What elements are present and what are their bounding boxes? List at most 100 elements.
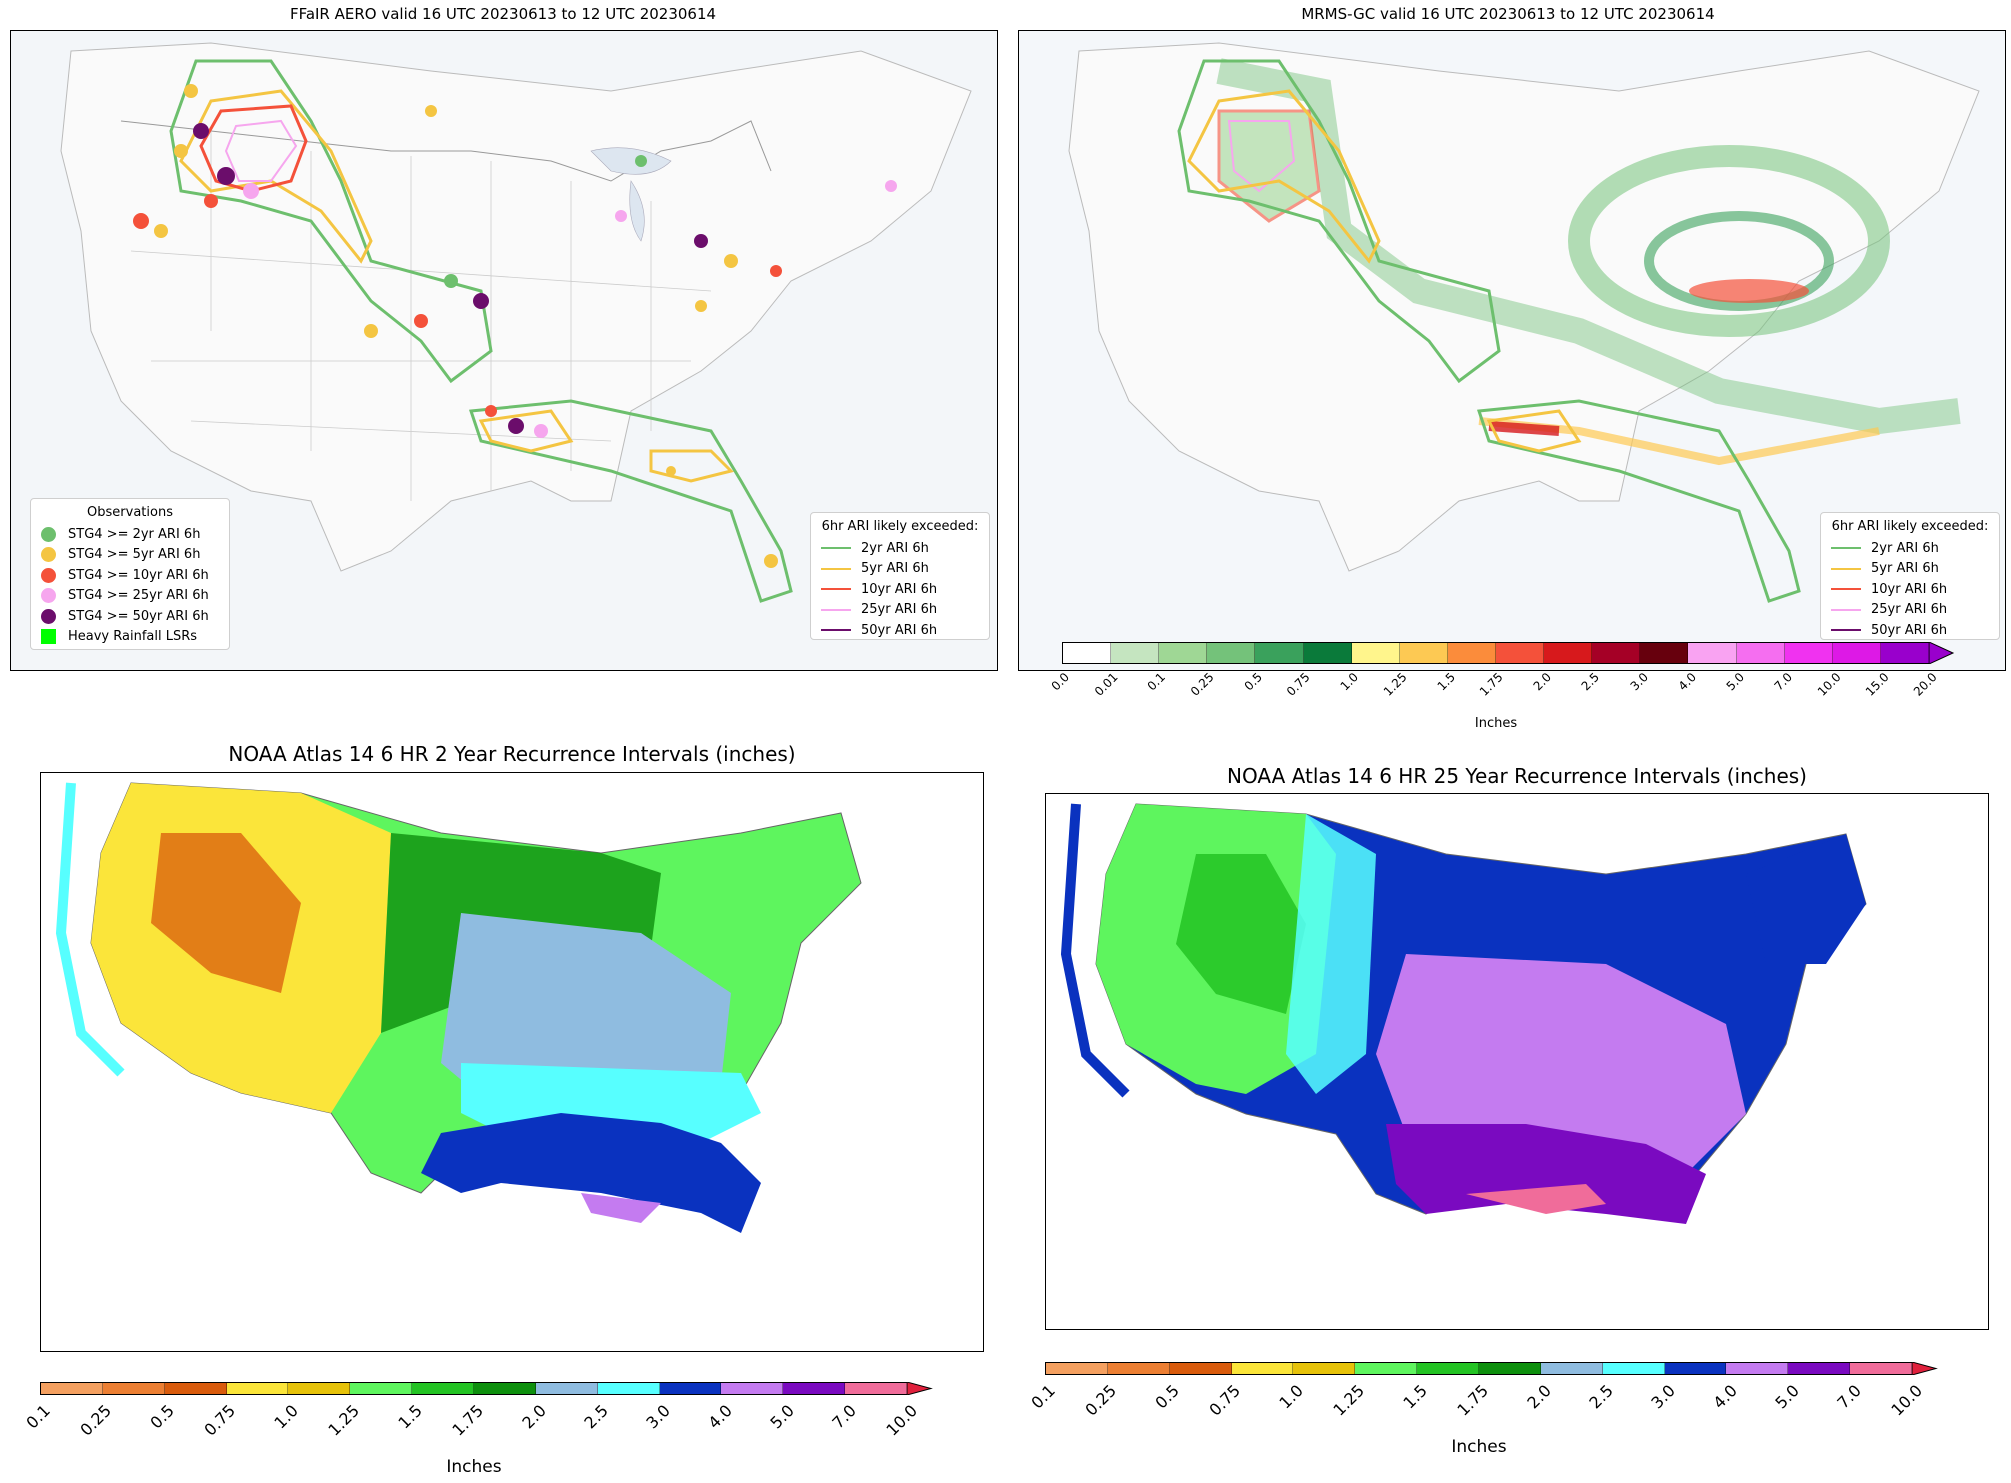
colorbar-swatch <box>1592 643 1641 663</box>
ari-legend-title: 6hr ARI likely exceeded: <box>1831 519 1989 534</box>
noaa2-map-svg <box>55 782 862 1233</box>
obs-legend-title: Observations <box>87 505 173 520</box>
mrms-map-svg <box>1068 42 1980 603</box>
colorbar-swatch <box>1111 643 1160 663</box>
colorbar-tick-label: 4.0 <box>1675 670 1699 694</box>
colorbar-swatch <box>1351 643 1400 663</box>
colorbar-tick-label: 2.5 <box>1585 1381 1617 1413</box>
colorbar-tick-label: 1.0 <box>1275 1381 1307 1413</box>
colorbar-tick-label: 5.0 <box>1771 1381 1803 1413</box>
colorbar-swatch <box>102 1383 165 1394</box>
colorbar-tick-label: 10.0 <box>1887 1381 1927 1420</box>
noaa25-map <box>1045 793 1989 1330</box>
colorbar-tick-label: 0.75 <box>1284 670 1314 699</box>
colorbar-tick-label: 5.0 <box>766 1401 798 1433</box>
colorbar-tick-label: 15.0 <box>1862 670 1892 699</box>
colorbar-tick-label: 10.0 <box>882 1401 922 1440</box>
colorbar-swatch <box>1207 643 1256 663</box>
ari-legend-label: 25yr ARI 6h <box>1871 602 1948 618</box>
colorbar-swatch <box>1540 1363 1603 1374</box>
noaa2-colorbar: 0.1 0.25 0.5 0.75 1.0 1.25 1.5 1.75 2.0 2.5 3.0 4.0… <box>22 1382 933 1477</box>
colorbar-tick-label: 0.75 <box>200 1401 240 1440</box>
colorbar-swatch <box>1880 643 1929 663</box>
colorbar-tick-label: 1.75 <box>448 1401 488 1440</box>
obs-swatch <box>41 567 56 583</box>
colorbar-tick-label: 1.5 <box>1434 670 1458 694</box>
colorbar-tick-label: 1.0 <box>270 1401 302 1433</box>
colorbar-swatches <box>1062 642 1930 664</box>
ffair-obs-legend: Observations STG4 >= 2yr ARI 6h STG4 >= … <box>30 498 230 650</box>
lsr-swatch <box>41 629 56 645</box>
noaa25-map-svg <box>1060 803 1867 1224</box>
obs-legend-label: STG4 >= 50yr ARI 6h <box>68 608 209 624</box>
obs-legend-label: STG4 >= 2yr ARI 6h <box>68 526 201 542</box>
colorbar-tick-label: 1.75 <box>1453 1381 1493 1420</box>
noaa25-title: NOAA Atlas 14 6 HR 25 Year Recurrence In… <box>1227 764 1807 788</box>
colorbar-tick-label: 7.0 <box>1833 1381 1865 1413</box>
colorbar-swatch <box>1479 1363 1541 1374</box>
colorbar-swatch <box>783 1383 846 1394</box>
ari-legend-label: 2yr ARI 6h <box>861 540 929 556</box>
obs-legend-item: STG4 >= 25yr ARI 6h <box>41 586 219 607</box>
colorbar-swatch <box>1169 1363 1232 1374</box>
colorbar-tick-label: 2.0 <box>518 1401 550 1433</box>
colorbar-swatch <box>1399 643 1448 663</box>
mrms-ari-legend: 6hr ARI likely exceeded: 2yr ARI 6h 5yr … <box>1820 512 2000 640</box>
obs-legend-item: STG4 >= 5yr ARI 6h <box>41 545 219 566</box>
colorbar-swatch <box>1640 643 1689 663</box>
colorbar-tick-label: 1.5 <box>1399 1381 1431 1413</box>
colorbar-swatch <box>1495 643 1545 663</box>
obs-swatch <box>41 526 56 542</box>
colorbar-swatch <box>1726 1363 1789 1374</box>
colorbar-tick-label: 1.25 <box>324 1401 364 1440</box>
ari-legend-label: 5yr ARI 6h <box>1871 561 1939 577</box>
ari-legend-item: 50yr ARI 6h <box>821 620 979 641</box>
colorbar-tick-label: 0.1 <box>1144 670 1169 694</box>
ari-legend-item: 2yr ARI 6h <box>821 538 979 559</box>
colorbar-tick-label: 0.25 <box>1081 1381 1121 1420</box>
ari-swatch <box>1831 608 1861 611</box>
colorbar-swatch <box>1688 643 1737 663</box>
colorbar-swatch <box>597 1383 660 1394</box>
mrms-colorbar: 0.0 0.01 0.1 0.25 0.5 0.75 1.0 1.25 1.5 1.75 2.0 2.… <box>1048 642 1955 731</box>
colorbar-swatch <box>1832 643 1881 663</box>
obs-legend-item: Heavy Rainfall LSRs <box>41 627 219 648</box>
colorbar-tick-label: 4.0 <box>1709 1381 1741 1413</box>
ari-legend-label: 50yr ARI 6h <box>861 622 938 638</box>
ari-legend-label: 10yr ARI 6h <box>1871 581 1948 597</box>
colorbar-tick-label: 3.0 <box>1627 670 1651 694</box>
colorbar-tick-label: 0.0 <box>1048 670 1072 694</box>
ari-legend-item: 10yr ARI 6h <box>821 579 979 600</box>
colorbar-label: Inches <box>446 1457 502 1477</box>
obs-legend-label: Heavy Rainfall LSRs <box>68 629 198 645</box>
colorbar-tick-label: 3.0 <box>642 1401 674 1433</box>
obs-swatch <box>41 608 56 624</box>
colorbar-tick-label: 0.5 <box>1151 1381 1183 1413</box>
ari-swatch <box>1831 567 1861 570</box>
ari-swatch <box>821 629 851 632</box>
ari-swatch <box>1831 547 1861 550</box>
obs-legend-label: STG4 >= 25yr ARI 6h <box>68 588 209 604</box>
ari-legend-label: 2yr ARI 6h <box>1871 540 1939 556</box>
colorbar-tick-label: 0.25 <box>1187 670 1217 699</box>
ari-legend-label: 50yr ARI 6h <box>1871 622 1948 638</box>
ari-legend-label: 25yr ARI 6h <box>861 602 938 618</box>
ari-legend-item: 5yr ARI 6h <box>1831 559 1989 580</box>
ari-swatch <box>1831 588 1861 591</box>
colorbar-swatch <box>535 1383 598 1394</box>
obs-legend-item: STG4 >= 2yr ARI 6h <box>41 524 219 545</box>
colorbar-swatch <box>1447 643 1496 663</box>
colorbar-swatch <box>288 1383 351 1394</box>
colorbar-tick-label: 7.0 <box>1771 670 1796 694</box>
noaa2-title: NOAA Atlas 14 6 HR 2 Year Recurrence Int… <box>228 742 796 766</box>
colorbar-swatch <box>1255 643 1304 663</box>
colorbar-swatch <box>1788 1363 1851 1374</box>
colorbar-swatch <box>845 1383 908 1394</box>
colorbar-extend-arrow <box>1929 642 1955 664</box>
ari-swatch <box>821 547 851 550</box>
colorbar-tick-label: 0.1 <box>1027 1381 1059 1413</box>
colorbar-swatch <box>1664 1363 1727 1374</box>
colorbar-swatch <box>1736 643 1785 663</box>
colorbar-label: Inches <box>1451 1437 1507 1457</box>
colorbar-tick-label: 1.0 <box>1337 670 1362 694</box>
